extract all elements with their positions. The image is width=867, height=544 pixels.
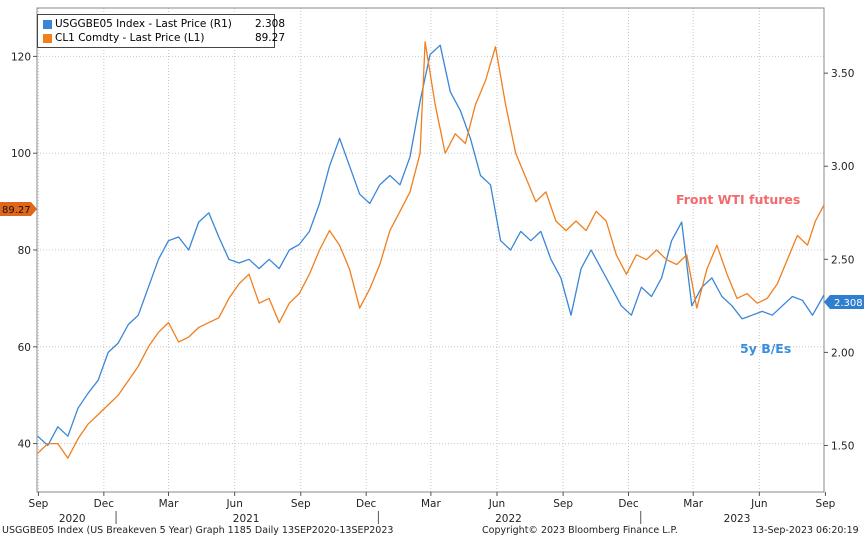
footer-source: USGGBE05 Index (US Breakeven 5 Year) Gra…	[2, 525, 394, 536]
x-tick-label-1: Dec	[94, 498, 115, 510]
grid-layer	[37, 8, 824, 492]
footer-timestamp: 13-Sep-2023 06:20:19	[752, 525, 859, 536]
left-tick-label-60: 60	[18, 342, 31, 354]
legend: USGGBE05 Index - Last Price (R1) 2.308 C…	[37, 14, 285, 48]
x-tick-label-9: Dec	[618, 498, 639, 510]
x-tick-label-7: Jun	[488, 498, 505, 510]
series-layer	[37, 41, 825, 459]
right-tick-label-3.50: 3.50	[831, 68, 854, 80]
tag-layer: 89.27 2.308	[0, 202, 864, 309]
right-tick-label-3.00: 3.00	[831, 161, 854, 173]
legend-swatch-breakeven	[43, 20, 52, 29]
x-tick-label-8: Sep	[553, 498, 573, 510]
x-tick-label-5: Dec	[356, 498, 377, 510]
x-tick-label-12: Sep	[816, 498, 836, 510]
right-last-value-tag: 2.308	[834, 298, 863, 309]
left-tick-label-80: 80	[18, 245, 31, 257]
legend-label-wti: CL1 Comdty - Last Price (L1)	[55, 32, 205, 44]
footer-copyright: Copyright© 2023 Bloomberg Finance L.P.	[482, 525, 678, 536]
series-line-breakeven	[37, 44, 825, 447]
x-tick-label-3: Jun	[225, 498, 242, 510]
left-tick-label-120: 120	[11, 51, 31, 63]
right-last-value-tag-shape	[824, 295, 864, 309]
year-label-2023: 2023	[724, 513, 751, 525]
legend-label-breakeven: USGGBE05 Index - Last Price (R1)	[55, 18, 232, 30]
year-label-2022: 2022	[495, 513, 522, 525]
left-last-value-tag-shape	[0, 202, 37, 216]
legend-value-wti: 89.27	[254, 32, 285, 44]
x-tick-label-10: Mar	[683, 498, 703, 510]
right-tick-label-1.50: 1.50	[831, 440, 854, 452]
x-tick-label-2: Mar	[159, 498, 179, 510]
year-label-2020: 2020	[59, 513, 86, 525]
axis-layer: 40 60 80 100 120 1.50 2.00 2.50 3.00 3.50 Sep Dec Ma…	[11, 51, 854, 525]
x-tick-label-4: Sep	[291, 498, 311, 510]
year-label-2021: 2021	[233, 513, 260, 525]
series-line-wti	[37, 41, 825, 459]
legend-value-breakeven: 2.308	[254, 18, 285, 30]
left-tick-label-40: 40	[18, 439, 31, 451]
annotation-wti: Front WTI futures	[676, 192, 800, 207]
legend-swatch-wti	[43, 34, 52, 43]
x-tick-label-11: Jun	[750, 498, 767, 510]
left-last-value-tag: 89.27	[2, 205, 31, 216]
annotation-be: 5y B/Es	[740, 341, 791, 356]
x-tick-label-0: Sep	[29, 498, 49, 510]
right-tick-label-2.00: 2.00	[831, 347, 854, 359]
x-tick-label-6: Mar	[421, 498, 441, 510]
right-tick-label-2.50: 2.50	[831, 254, 854, 266]
left-tick-label-100: 100	[11, 148, 31, 160]
